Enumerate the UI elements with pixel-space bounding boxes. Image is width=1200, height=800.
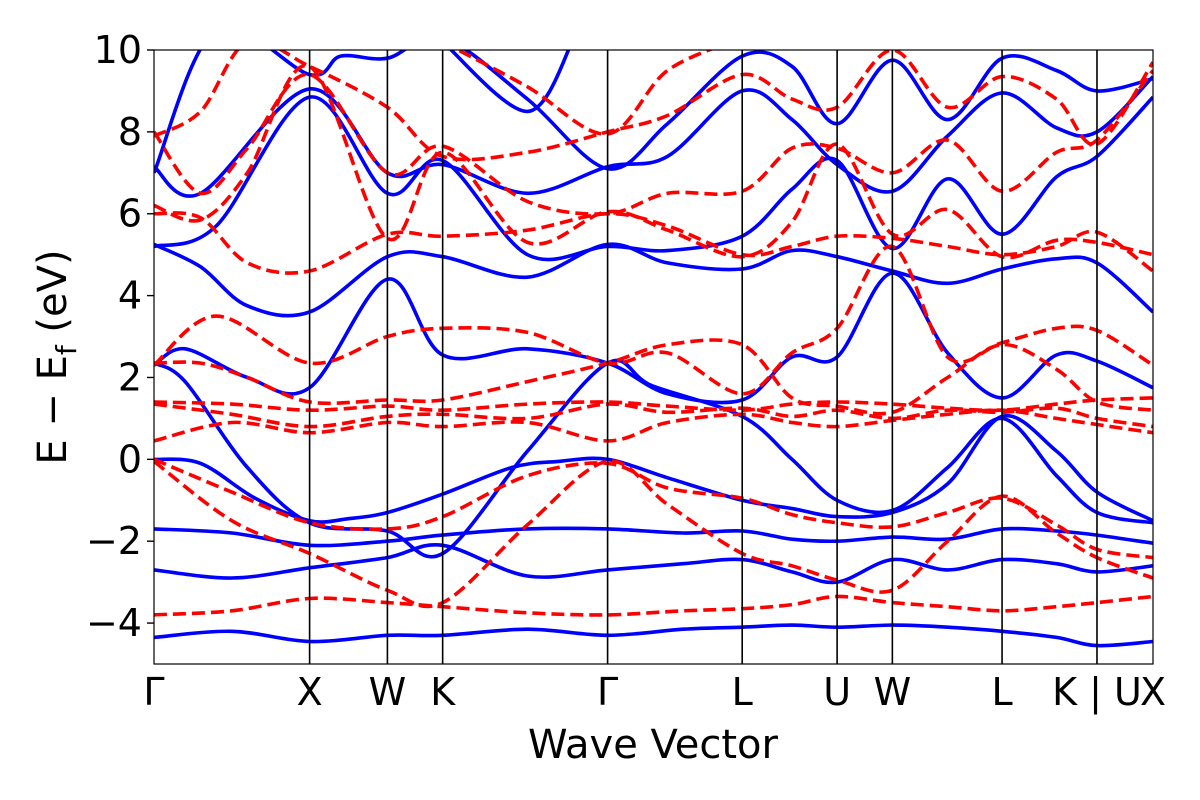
y-tick-label: 8: [118, 110, 142, 154]
x-tick-label: X: [297, 670, 323, 714]
dashed-band-line: [154, 211, 1153, 275]
solid-band-line: [154, 542, 1153, 585]
x-tick-label: W: [369, 670, 407, 714]
plot-frame: [153, 49, 1154, 665]
y-axis-title-sub: f: [50, 344, 83, 355]
x-tick-label: K: [430, 670, 456, 714]
solid-band-line: [154, 623, 1153, 648]
x-tick-label: K | U: [1052, 670, 1142, 715]
bands-layer: [154, 50, 1153, 648]
x-tick-label: U: [823, 670, 851, 714]
x-tick-label: W: [874, 670, 912, 714]
dashed-band-line: [154, 457, 1153, 560]
y-tick-label: 6: [118, 192, 142, 236]
y-tick-label: 10: [94, 28, 142, 72]
y-tick-label: 2: [118, 355, 142, 399]
dashed-band-line: [154, 50, 1153, 162]
x-tick-label: Γ: [143, 670, 164, 714]
dashed-band-line: [154, 459, 1153, 609]
x-axis-title: Wave Vector: [528, 722, 779, 768]
dashed-band-line: [154, 396, 1153, 413]
x-tick-label: X: [1140, 670, 1166, 714]
solid-band-line: [154, 526, 1153, 548]
dashed-band-line: [154, 402, 1153, 429]
y-tick-label: 0: [118, 437, 142, 481]
y-axis-title-unit: (eV): [30, 249, 76, 345]
solid-band-line: [448, 50, 571, 114]
solid-band-line: [154, 271, 1153, 405]
high-symmetry-lines: [308, 50, 1098, 664]
y-tick-label: 4: [118, 274, 142, 318]
y-axis: −4 −2 0 2 4 6 8 10: [86, 28, 154, 645]
x-tick-label: Γ: [597, 670, 618, 714]
dashed-band-line: [154, 338, 1153, 416]
y-axis-title-main: E − E: [30, 355, 76, 465]
y-axis-title: E − Ef (eV): [30, 249, 83, 464]
y-tick-label: −4: [86, 601, 142, 645]
y-tick-label: −2: [86, 519, 142, 563]
solid-band-line: [154, 95, 1153, 262]
dashed-band-line: [154, 594, 1153, 617]
solid-band-line: [154, 242, 1153, 318]
x-tick-label: L: [991, 670, 1012, 714]
solid-band-line: [154, 50, 1153, 174]
x-tick-label: L: [732, 670, 753, 714]
